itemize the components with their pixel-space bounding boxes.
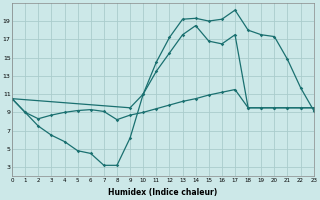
X-axis label: Humidex (Indice chaleur): Humidex (Indice chaleur) xyxy=(108,188,218,197)
